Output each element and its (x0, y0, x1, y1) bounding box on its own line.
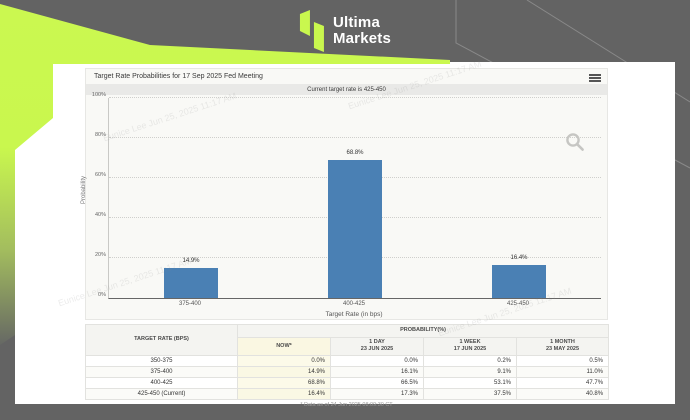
y-axis-tick: 20% (94, 252, 106, 258)
logo-line2: Markets (332, 30, 392, 47)
plot-area: 0% 20% 40% 60% 80% 100% 14.9% 68.8% 16.4… (92, 92, 601, 299)
y-axis-tick: 40% (94, 212, 106, 218)
content-card: Eunice Lee Jun 25, 2025 11:17 AM Eunice … (15, 59, 675, 408)
cell-rate: 375-400 (85, 365, 238, 378)
col-header-1day-date: 23 JUN 2025 (360, 346, 394, 353)
y-axis-tick: 80% (94, 132, 106, 138)
ultima-markets-logo: Ultima Markets (299, 10, 391, 52)
y-axis-tick: 0% (98, 292, 106, 298)
cell-1month: 11.0% (515, 365, 610, 378)
gridline (109, 137, 601, 138)
probability-table: TARGET RATE (BPS) PROBABILITY(%) NOW* 1 … (85, 324, 610, 408)
col-header-target-rate: TARGET RATE (BPS) (85, 324, 238, 356)
logo-text: Ultima Markets (333, 15, 391, 47)
col-header-1day: 1 DAY 23 JUN 2025 (330, 337, 424, 356)
x-axis-title: Target Rate (in bps) (325, 311, 383, 318)
y-axis-tick: 60% (94, 172, 106, 178)
bar-value-label: 16.4% (510, 255, 528, 261)
chart-subtitle: Current target rate is 425-450 (307, 86, 386, 93)
cell-rate: 400-425 (85, 376, 238, 389)
cell-now: 16.4% (237, 387, 331, 400)
cell-rate: 350-375 (85, 354, 238, 367)
table-row: 425-450 (Current) 16.4% 17.3% 37.5% 40.8… (85, 387, 610, 400)
col-header-1week: 1 WEEK 17 JUN 2025 (423, 337, 517, 356)
col-header-1month-label: 1 MONTH (550, 339, 575, 345)
cell-now: 68.8% (237, 376, 331, 389)
table-row: 350-375 0.0% 0.0% 0.2% 0.5% (85, 354, 610, 367)
y-axis-tick: 100% (91, 92, 106, 98)
cell-1month: 0.5% (515, 354, 610, 367)
col-header-1month-date: 23 MAY 2025 (546, 346, 580, 353)
bar-value-label: 68.8% (346, 150, 364, 156)
x-axis-tick: 375-400 (178, 301, 202, 307)
cell-1week: 53.1% (423, 376, 517, 389)
cell-1day: 17.3% (330, 387, 424, 400)
table-row: 400-425 68.8% 66.5% 53.1% 47.7% (85, 376, 610, 389)
y-axis-title: Probability (81, 175, 88, 205)
cell-1month: 47.7% (515, 376, 610, 389)
ultima-markets-logo-icon (299, 10, 324, 52)
cell-now: 14.9% (237, 365, 331, 378)
table-footnote: * Data as of 24 Jun 2025 08:09:30 CT (300, 401, 393, 408)
col-header-1week-label: 1 WEEK (459, 339, 481, 345)
gridline (109, 97, 601, 98)
magnifier-zoom-icon[interactable] (565, 132, 585, 152)
table-row: 375-400 14.9% 16.1% 9.1% 11.0% (85, 365, 610, 378)
chart-title: Target Rate Probabilities for 17 Sep 202… (94, 73, 263, 80)
col-header-1day-label: 1 DAY (369, 339, 385, 345)
cell-1day: 66.5% (330, 376, 424, 389)
col-header-probability: PROBABILITY(%) (236, 324, 610, 338)
col-header-1week-date: 17 JUN 2025 (453, 346, 487, 353)
cell-rate: 425-450 (Current) (85, 387, 238, 400)
cell-1week: 9.1% (423, 365, 517, 378)
cell-1week: 0.2% (423, 354, 517, 367)
cell-now: 0.0% (237, 354, 331, 367)
chart-panel: Target Rate Probabilities for 17 Sep 202… (81, 68, 608, 320)
hamburger-menu-icon[interactable] (589, 74, 601, 84)
logo-line1: Ultima (332, 14, 380, 31)
x-axis-tick: 425-450 (506, 301, 530, 307)
cell-1week: 37.5% (423, 387, 517, 400)
bar-value-label: 14.9% (182, 258, 200, 264)
col-header-1month: 1 MONTH 23 MAY 2025 (515, 337, 610, 356)
chart-subtitle-band: Current target rate is 425-450 (86, 84, 607, 95)
col-header-now: NOW* (237, 337, 331, 356)
x-axis-tick: 400-425 (342, 301, 366, 307)
cell-1day: 0.0% (330, 354, 424, 367)
cell-1day: 16.1% (330, 365, 424, 378)
cell-1month: 40.8% (515, 387, 610, 400)
